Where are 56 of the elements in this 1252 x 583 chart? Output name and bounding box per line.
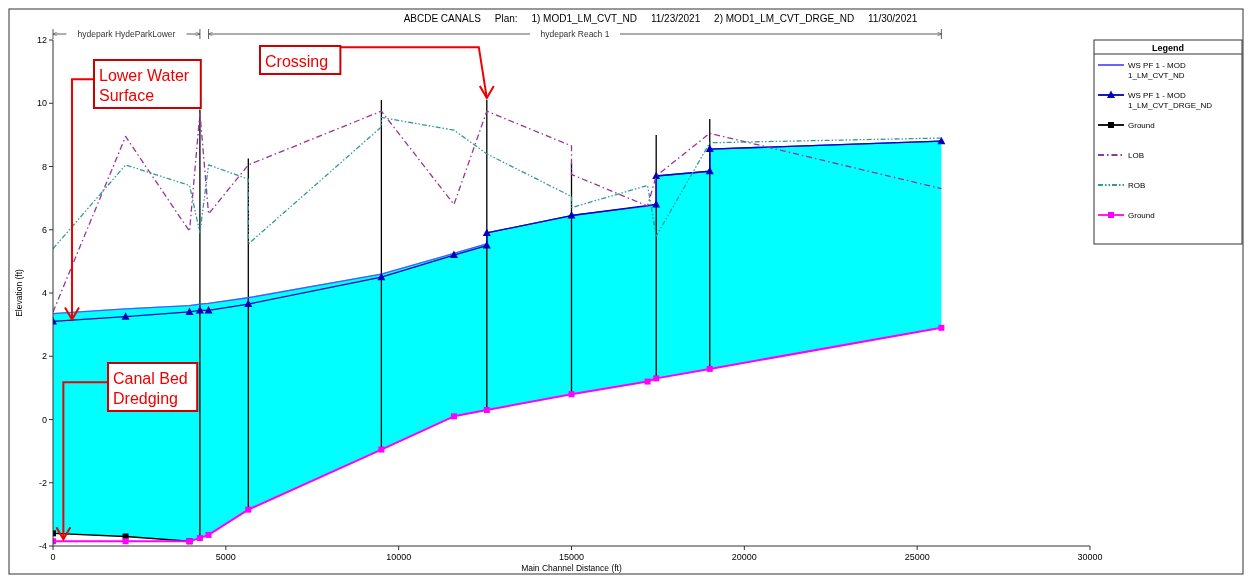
point	[245, 506, 252, 513]
point	[122, 538, 129, 545]
point	[706, 365, 713, 372]
y-tick-label: 2	[41, 351, 47, 362]
x-tick-label: 30000	[1077, 552, 1103, 562]
x-tick-label: 0	[50, 552, 56, 562]
legend-label: Ground	[1128, 121, 1155, 130]
point	[378, 446, 385, 453]
text: hydepark HydeParkLower	[77, 29, 176, 39]
x-tick-label: 5000	[215, 552, 236, 562]
legend-label: ROB	[1128, 181, 1146, 190]
point	[482, 241, 491, 249]
point	[196, 535, 203, 542]
line-series	[53, 110, 943, 313]
point	[449, 250, 458, 259]
legend-label: LOB	[1128, 151, 1145, 160]
y-tick-label: -4	[38, 541, 47, 551]
legend-label: WS PF 1 - MOD1_LM_CVT_DRGE_ND	[1128, 91, 1213, 110]
x-axis-title: Main Channel Distance (ft)	[521, 563, 622, 573]
legend-label: Ground	[1128, 211, 1155, 220]
point	[938, 324, 945, 331]
x-tick-label: 15000	[558, 552, 585, 562]
annotation: Crossing	[265, 53, 329, 70]
legend-label: WS PF 1 - MOD1_LM_CVT_ND	[1128, 61, 1186, 80]
annotation: Canal Bed Dredging	[113, 370, 188, 407]
point	[377, 272, 386, 281]
y-tick-label: 6	[41, 224, 47, 235]
x-tick-label: 20000	[731, 552, 757, 562]
point	[450, 413, 457, 420]
point	[244, 299, 253, 308]
point	[644, 378, 651, 385]
point	[937, 136, 946, 145]
y-tick-label: -2	[38, 477, 47, 488]
y-tick-label: 12	[36, 35, 47, 45]
point	[567, 211, 576, 219]
point	[568, 391, 575, 398]
legend-title: Legend	[1151, 43, 1185, 53]
text: hydepark Reach 1	[540, 29, 610, 39]
point	[482, 228, 491, 236]
point	[705, 144, 714, 153]
point	[205, 531, 212, 538]
y-tick-label: 4	[41, 288, 47, 298]
point	[652, 199, 661, 208]
x-tick-label: 10000	[386, 552, 412, 562]
y-tick-label: 10	[36, 98, 47, 109]
y-tick-label: 8	[41, 161, 47, 172]
point	[653, 375, 660, 382]
point	[121, 312, 130, 320]
x-tick-label: 25000	[904, 552, 930, 562]
y-tick-label: 0	[41, 414, 47, 425]
annotation: Lower Water Surface	[99, 67, 190, 104]
point	[483, 407, 490, 414]
point	[705, 166, 714, 175]
chart-title: ABCDE CANALS Plan: 1) MOD1_LM_CVT_ND 11/23/2021 2) MOD1_LM_CVT_DRGE_ND 11/30/2021	[403, 13, 918, 24]
y-axis-title: Elevation (ft)	[14, 268, 24, 317]
point	[185, 307, 194, 315]
